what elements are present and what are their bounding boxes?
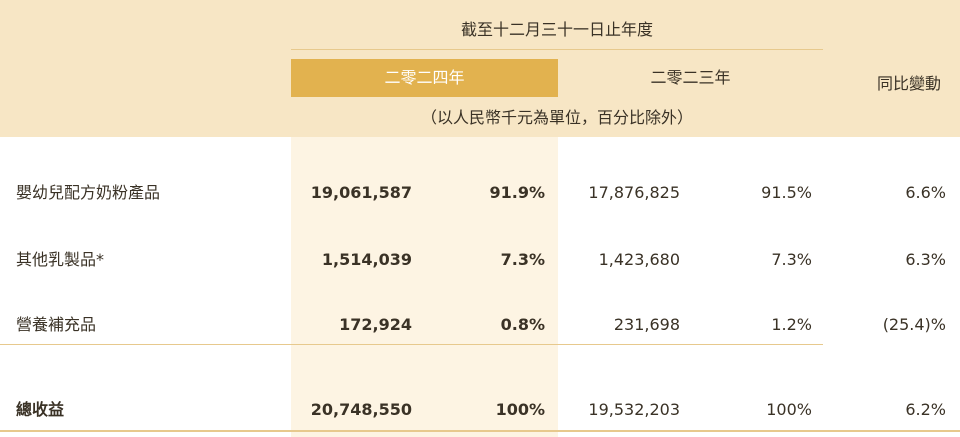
total-percent-2024: 100% [495, 400, 545, 419]
year-2023-heading: 二零二三年 [650, 68, 731, 87]
column-2024-header-cell [291, 59, 558, 97]
total-percent-2023: 100% [766, 400, 812, 419]
total-label: 總收益 [16, 400, 65, 419]
period-underline [291, 49, 823, 50]
percent-2023: 7.3% [771, 250, 812, 269]
column-2024-background [291, 137, 558, 437]
row-label-other-dairy: 其他乳製品* [16, 250, 105, 269]
percent-2024: 7.3% [500, 250, 545, 269]
total-value-2024: 20,748,550 [310, 400, 412, 419]
yoy-change: 6.3% [905, 250, 946, 269]
percent-2024: 0.8% [500, 315, 545, 334]
value-2024: 19,061,587 [310, 183, 412, 202]
total-value-2023: 19,532,203 [588, 400, 680, 419]
percent-2023: 91.5% [761, 183, 812, 202]
value-2023: 17,876,825 [588, 183, 680, 202]
percent-2023: 1.2% [771, 315, 812, 334]
value-2023: 231,698 [613, 315, 680, 334]
percent-2024: 91.9% [489, 183, 545, 202]
yoy-change: (25.4)% [882, 315, 946, 334]
year-2024-heading: 二零二四年 [384, 68, 465, 87]
subtotal-rule [0, 344, 823, 345]
value-2023: 1,423,680 [598, 250, 680, 269]
row-label-infant-formula: 嬰幼兒配方奶粉產品 [16, 183, 161, 202]
total-bottom-rule [0, 430, 960, 432]
value-2024: 172,924 [339, 315, 412, 334]
yoy-change: 6.6% [905, 183, 946, 202]
period-heading: 截至十二月三十一日止年度 [460, 20, 653, 39]
value-2024: 1,514,039 [321, 250, 412, 269]
total-yoy-change: 6.2% [905, 400, 946, 419]
yoy-heading: 同比變動 [877, 74, 942, 93]
unit-note: （以人民幣千元為單位，百分比除外） [420, 108, 693, 127]
row-label-nutrition-supplements: 營養補充品 [16, 315, 97, 334]
